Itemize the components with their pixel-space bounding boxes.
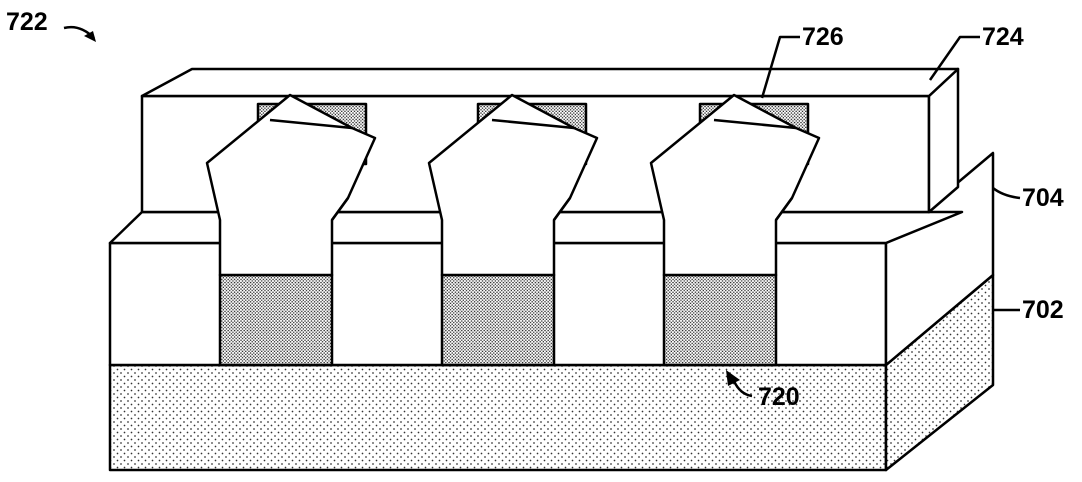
label-722: 722 xyxy=(6,8,96,42)
svg-text:702: 702 xyxy=(1022,296,1064,324)
svg-text:720: 720 xyxy=(758,383,800,411)
svg-text:704: 704 xyxy=(1022,184,1064,212)
svg-text:726: 726 xyxy=(802,23,844,51)
label-702: 702 xyxy=(993,296,1064,324)
svg-text:722: 722 xyxy=(6,8,48,36)
svg-text:724: 724 xyxy=(982,23,1024,51)
label-704: 704 xyxy=(993,184,1064,212)
